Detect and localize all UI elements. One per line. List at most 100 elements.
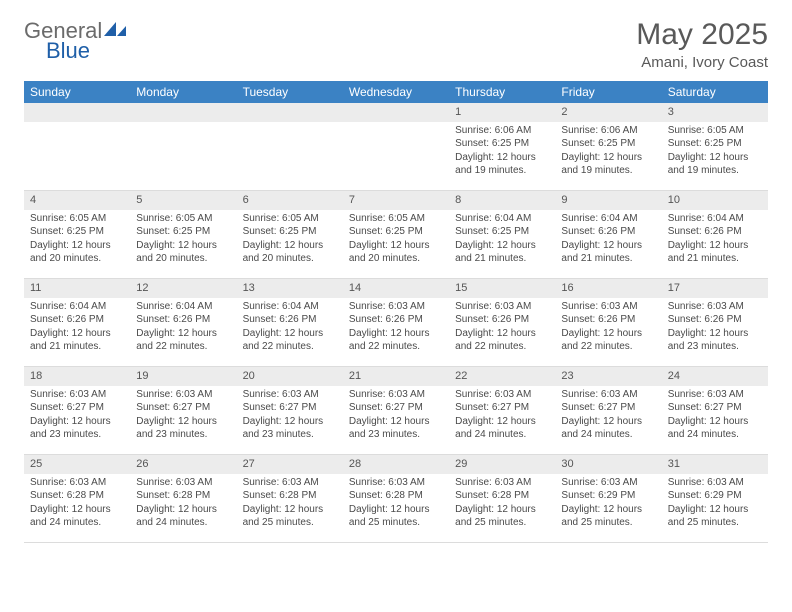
- daylight-text: Daylight: 12 hours and 19 minutes.: [561, 151, 655, 178]
- sunrise-text: Sunrise: 6:05 AM: [243, 212, 337, 226]
- daylight-text: Daylight: 12 hours and 21 minutes.: [561, 239, 655, 266]
- daylight-text: Daylight: 12 hours and 19 minutes.: [668, 151, 762, 178]
- weekday-header: Friday: [555, 81, 661, 103]
- sunset-text: Sunset: 6:25 PM: [455, 137, 549, 151]
- sunrise-text: Sunrise: 6:03 AM: [30, 388, 124, 402]
- day-info: Sunrise: 6:03 AMSunset: 6:28 PMDaylight:…: [237, 474, 343, 534]
- daylight-text: Daylight: 12 hours and 22 minutes.: [243, 327, 337, 354]
- day-number: .: [343, 103, 449, 122]
- daylight-text: Daylight: 12 hours and 23 minutes.: [668, 327, 762, 354]
- header: General Blue May 2025 Amani, Ivory Coast: [24, 18, 768, 71]
- calendar-cell: 24Sunrise: 6:03 AMSunset: 6:27 PMDayligh…: [662, 367, 768, 455]
- sunrise-text: Sunrise: 6:03 AM: [455, 388, 549, 402]
- calendar-grid: ....1Sunrise: 6:06 AMSunset: 6:25 PMDayl…: [24, 103, 768, 543]
- day-info: Sunrise: 6:03 AMSunset: 6:26 PMDaylight:…: [555, 298, 661, 358]
- day-number: 26: [130, 455, 236, 474]
- day-number: 10: [662, 191, 768, 210]
- day-info: Sunrise: 6:03 AMSunset: 6:26 PMDaylight:…: [343, 298, 449, 358]
- calendar-cell: 22Sunrise: 6:03 AMSunset: 6:27 PMDayligh…: [449, 367, 555, 455]
- calendar-cell: 14Sunrise: 6:03 AMSunset: 6:26 PMDayligh…: [343, 279, 449, 367]
- sunrise-text: Sunrise: 6:04 AM: [30, 300, 124, 314]
- sunrise-text: Sunrise: 6:03 AM: [668, 388, 762, 402]
- day-number: 25: [24, 455, 130, 474]
- calendar-page: General Blue May 2025 Amani, Ivory Coast…: [0, 0, 792, 561]
- day-number: 17: [662, 279, 768, 298]
- day-info: Sunrise: 6:04 AMSunset: 6:26 PMDaylight:…: [662, 210, 768, 270]
- sunset-text: Sunset: 6:29 PM: [668, 489, 762, 503]
- sunset-text: Sunset: 6:27 PM: [349, 401, 443, 415]
- day-info: Sunrise: 6:03 AMSunset: 6:28 PMDaylight:…: [449, 474, 555, 534]
- daylight-text: Daylight: 12 hours and 20 minutes.: [243, 239, 337, 266]
- day-info: Sunrise: 6:05 AMSunset: 6:25 PMDaylight:…: [24, 210, 130, 270]
- sunset-text: Sunset: 6:27 PM: [668, 401, 762, 415]
- sunset-text: Sunset: 6:26 PM: [243, 313, 337, 327]
- sunset-text: Sunset: 6:26 PM: [30, 313, 124, 327]
- day-number: 1: [449, 103, 555, 122]
- day-number: 16: [555, 279, 661, 298]
- day-number: 2: [555, 103, 661, 122]
- day-info: Sunrise: 6:04 AMSunset: 6:26 PMDaylight:…: [130, 298, 236, 358]
- page-title: May 2025: [636, 18, 768, 52]
- sunrise-text: Sunrise: 6:03 AM: [455, 300, 549, 314]
- day-number: 14: [343, 279, 449, 298]
- day-number: 28: [343, 455, 449, 474]
- daylight-text: Daylight: 12 hours and 25 minutes.: [668, 503, 762, 530]
- sunrise-text: Sunrise: 6:06 AM: [455, 124, 549, 138]
- calendar-cell: 5Sunrise: 6:05 AMSunset: 6:25 PMDaylight…: [130, 191, 236, 279]
- day-number: 31: [662, 455, 768, 474]
- weekday-header: Thursday: [449, 81, 555, 103]
- sunset-text: Sunset: 6:28 PM: [349, 489, 443, 503]
- daylight-text: Daylight: 12 hours and 20 minutes.: [136, 239, 230, 266]
- day-number: 7: [343, 191, 449, 210]
- daylight-text: Daylight: 12 hours and 21 minutes.: [30, 327, 124, 354]
- day-number: 5: [130, 191, 236, 210]
- day-number: 22: [449, 367, 555, 386]
- sunrise-text: Sunrise: 6:06 AM: [561, 124, 655, 138]
- weekday-header: Sunday: [24, 81, 130, 103]
- daylight-text: Daylight: 12 hours and 19 minutes.: [455, 151, 549, 178]
- calendar-cell: 12Sunrise: 6:04 AMSunset: 6:26 PMDayligh…: [130, 279, 236, 367]
- calendar-cell: 23Sunrise: 6:03 AMSunset: 6:27 PMDayligh…: [555, 367, 661, 455]
- day-number: 24: [662, 367, 768, 386]
- day-info: Sunrise: 6:03 AMSunset: 6:29 PMDaylight:…: [555, 474, 661, 534]
- day-info: Sunrise: 6:03 AMSunset: 6:26 PMDaylight:…: [449, 298, 555, 358]
- daylight-text: Daylight: 12 hours and 22 minutes.: [561, 327, 655, 354]
- sunrise-text: Sunrise: 6:03 AM: [561, 300, 655, 314]
- sunset-text: Sunset: 6:25 PM: [243, 225, 337, 239]
- calendar-cell: 25 Sunrise: 6:03 AMSunset: 6:28 PMDayligh…: [24, 455, 130, 543]
- day-number: 18: [24, 367, 130, 386]
- day-info: Sunrise: 6:05 AMSunset: 6:25 PMDaylight:…: [662, 122, 768, 182]
- calendar-cell: 4Sunrise: 6:05 AMSunset: 6:25 PMDaylight…: [24, 191, 130, 279]
- logo-text-block: General Blue: [24, 18, 128, 64]
- calendar-cell: 2Sunrise: 6:06 AMSunset: 6:25 PMDaylight…: [555, 103, 661, 191]
- daylight-text: Daylight: 12 hours and 23 minutes.: [349, 415, 443, 442]
- sunset-text: Sunset: 6:27 PM: [561, 401, 655, 415]
- sunrise-text: Sunrise: 6:04 AM: [455, 212, 549, 226]
- sunset-text: Sunset: 6:26 PM: [561, 313, 655, 327]
- weekday-header: Monday: [130, 81, 236, 103]
- day-info: Sunrise: 6:03 AMSunset: 6:27 PMDaylight:…: [662, 386, 768, 446]
- daylight-text: Daylight: 12 hours and 20 minutes.: [349, 239, 443, 266]
- day-info: Sunrise: 6:04 AMSunset: 6:26 PMDaylight:…: [24, 298, 130, 358]
- day-info: Sunrise: 6:04 AMSunset: 6:26 PMDaylight:…: [237, 298, 343, 358]
- day-info: Sunrise: 6:03 AMSunset: 6:29 PMDaylight:…: [662, 474, 768, 534]
- sunset-text: Sunset: 6:28 PM: [30, 489, 124, 503]
- day-number: 11: [24, 279, 130, 298]
- sunrise-text: Sunrise: 6:04 AM: [561, 212, 655, 226]
- day-number: 13: [237, 279, 343, 298]
- day-number: 21: [343, 367, 449, 386]
- weekday-header: Saturday: [662, 81, 768, 103]
- sunset-text: Sunset: 6:25 PM: [30, 225, 124, 239]
- day-number: 30: [555, 455, 661, 474]
- day-info: Sunrise: 6:03 AMSunset: 6:28 PMDaylight:…: [343, 474, 449, 534]
- daylight-text: Daylight: 12 hours and 24 minutes.: [561, 415, 655, 442]
- sunrise-text: Sunrise: 6:04 AM: [243, 300, 337, 314]
- daylight-text: Daylight: 12 hours and 21 minutes.: [668, 239, 762, 266]
- day-number: 3: [662, 103, 768, 122]
- sunrise-text: Sunrise: 6:03 AM: [243, 388, 337, 402]
- sunrise-text: Sunrise: 6:03 AM: [30, 476, 124, 490]
- daylight-text: Daylight: 12 hours and 22 minutes.: [136, 327, 230, 354]
- daylight-text: Daylight: 12 hours and 23 minutes.: [136, 415, 230, 442]
- sunrise-text: Sunrise: 6:04 AM: [136, 300, 230, 314]
- daylight-text: Daylight: 12 hours and 24 minutes.: [30, 503, 124, 530]
